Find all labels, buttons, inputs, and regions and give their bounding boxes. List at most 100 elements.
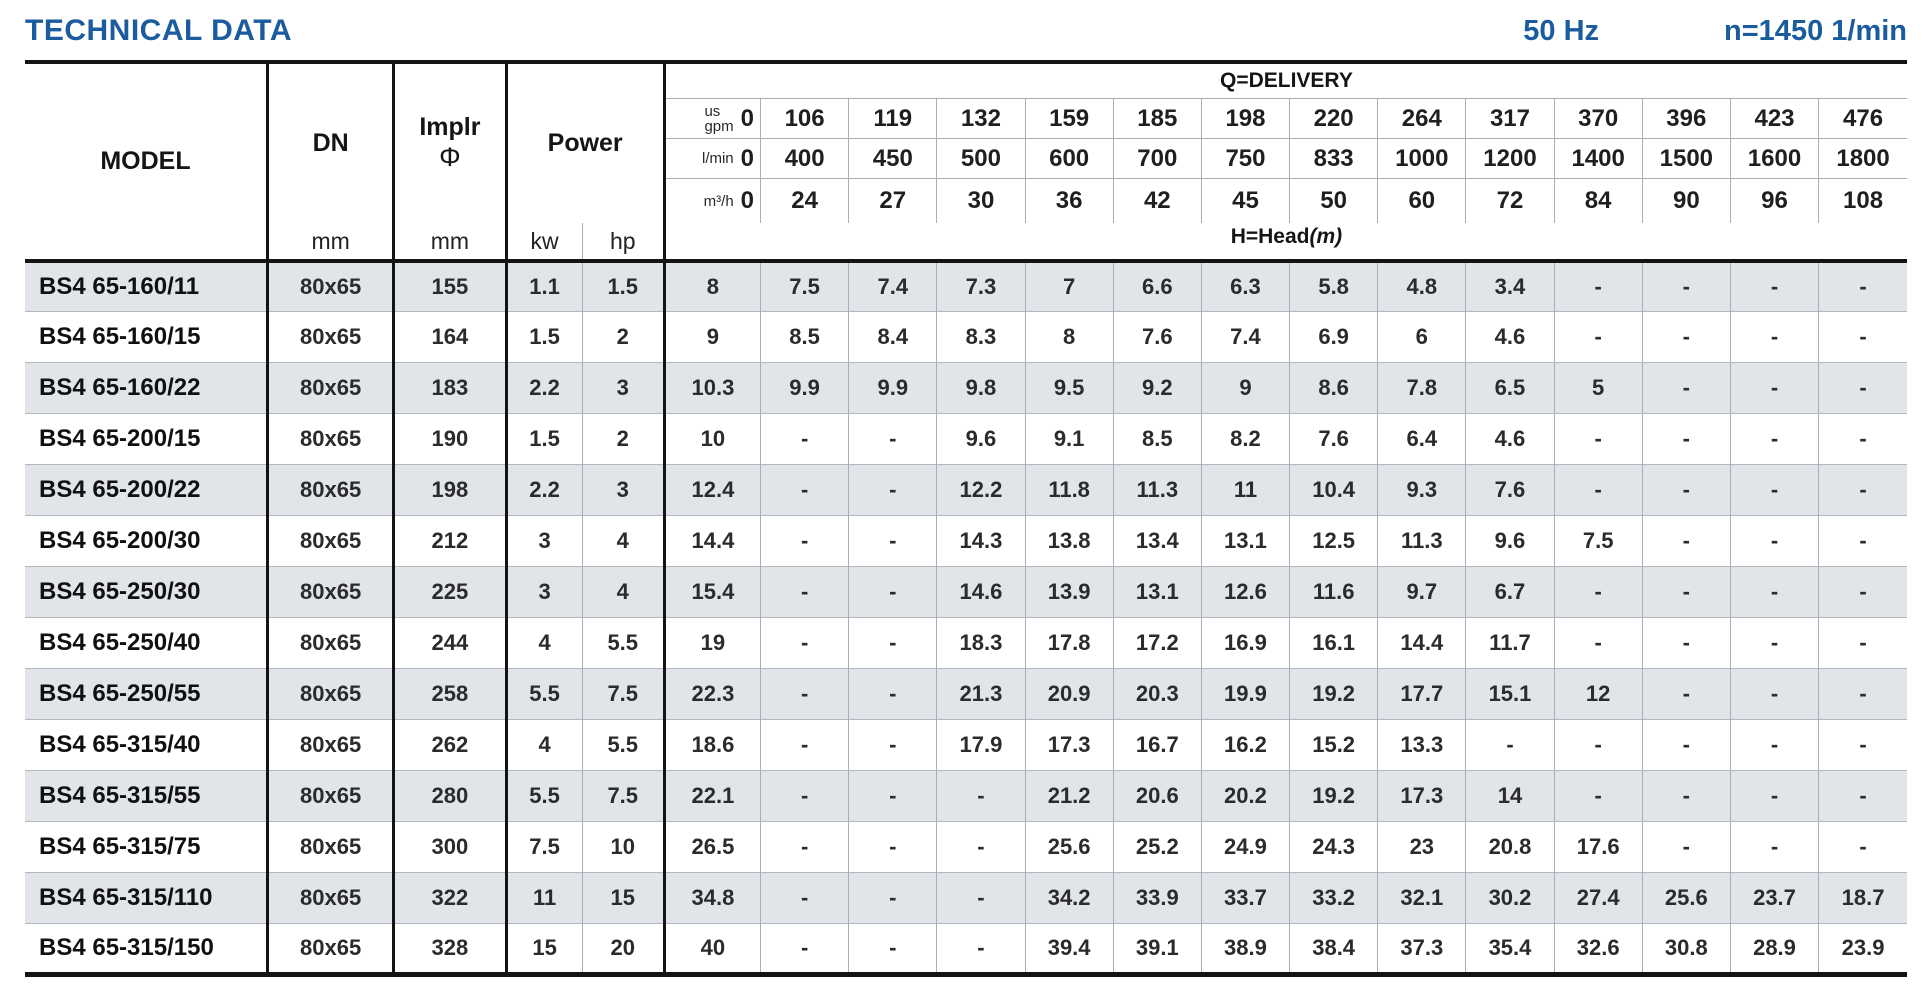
- kw-unit-label: kw: [506, 222, 583, 261]
- head-value-cell: 12.5: [1289, 515, 1378, 567]
- head-value-cell: -: [1818, 719, 1907, 771]
- head-value-cell: -: [936, 872, 1026, 924]
- head-value-cell: 22.1: [662, 770, 761, 822]
- model-cell: BS4 65-315/150: [25, 923, 269, 975]
- implr-label: Implr: [419, 113, 481, 142]
- head-value-cell: 11.8: [1024, 464, 1114, 516]
- head-value-cell: -: [936, 821, 1026, 873]
- flow-value-cell: 476: [1818, 98, 1907, 139]
- head-value-cell: -: [936, 770, 1026, 822]
- flow-value-cell: 1800: [1818, 138, 1907, 179]
- head-value-cell: -: [848, 770, 937, 822]
- model-column-header: MODEL: [25, 62, 269, 261]
- head-value-cell: 8.5: [1112, 413, 1202, 465]
- head-value-cell: 16.2: [1200, 719, 1290, 771]
- head-value-cell: -: [1553, 413, 1643, 465]
- head-value-cell: 6.3: [1200, 260, 1290, 312]
- head-value-cell: 11.3: [1112, 464, 1202, 516]
- head-value-cell: -: [1729, 821, 1819, 873]
- head-value-cell: -: [1818, 260, 1907, 312]
- head-value-cell: 13.4: [1112, 515, 1202, 567]
- head-value-cell: 13.1: [1112, 566, 1202, 618]
- dn-cell: 80x65: [267, 464, 396, 516]
- kw-cell: 5.5: [506, 668, 583, 720]
- implr-cell: 258: [393, 668, 508, 720]
- head-value-cell: -: [848, 668, 937, 720]
- head-value-cell: -: [1818, 821, 1907, 873]
- head-value-cell: 14: [1465, 770, 1555, 822]
- kw-cell: 7.5: [506, 821, 583, 873]
- head-value-cell: -: [1729, 515, 1819, 567]
- table-row: BS4 65-160/11 80x65 155 1.1 1.5 8 7.5 7.4 7.3 7 6.…: [25, 260, 1907, 312]
- head-value-cell: 27.4: [1553, 872, 1643, 924]
- implr-cell: 262: [393, 719, 508, 771]
- hp-cell: 20: [582, 923, 666, 975]
- hp-cell: 4: [582, 515, 666, 567]
- head-value-cell: -: [1553, 260, 1643, 312]
- head-value-cell: -: [1729, 311, 1819, 363]
- implr-cell: 190: [393, 413, 508, 465]
- head-value-cell: -: [1729, 413, 1819, 465]
- flow-value-cell: 132: [936, 98, 1026, 139]
- flow-row-lmin: l/min 0 400 450 500 600 700 750 833 1000 1200 1400 1…: [25, 138, 1907, 179]
- head-value-cell: 20.2: [1200, 770, 1290, 822]
- model-cell: BS4 65-200/15: [25, 413, 269, 465]
- dn-cell: 80x65: [267, 515, 396, 567]
- flow-value-cell: 400: [760, 138, 849, 179]
- flow-value-cell: 119: [848, 98, 937, 139]
- head-value-cell: 24.9: [1200, 821, 1290, 873]
- head-value-cell: 14.6: [936, 566, 1026, 618]
- head-value-cell: 23.7: [1729, 872, 1819, 924]
- head-value-cell: -: [1553, 617, 1643, 669]
- head-value-cell: 17.9: [936, 719, 1026, 771]
- head-value-cell: 6.7: [1465, 566, 1555, 618]
- head-value-cell: 11.3: [1377, 515, 1466, 567]
- table-body: BS4 65-160/11 80x65 155 1.1 1.5 8 7.5 7.4 7.3 7 6.…: [25, 260, 1907, 975]
- head-value-cell: -: [1729, 668, 1819, 720]
- head-value-cell: 15.1: [1465, 668, 1555, 720]
- flow-value-cell: 1500: [1641, 138, 1731, 179]
- head-value-cell: 8.2: [1200, 413, 1290, 465]
- head-value-cell: 17.3: [1024, 719, 1114, 771]
- dn-cell: 80x65: [267, 719, 396, 771]
- kw-cell: 1.5: [506, 413, 583, 465]
- head-value-cell: 7.4: [1200, 311, 1290, 363]
- flow-zero-value: 0: [740, 187, 755, 215]
- head-value-cell: 18.3: [936, 617, 1026, 669]
- head-value-cell: -: [1729, 719, 1819, 771]
- flow-unit-cell: us gpm 0: [662, 98, 761, 139]
- hp-cell: 3: [582, 362, 666, 414]
- head-value-cell: 13.8: [1024, 515, 1114, 567]
- hp-cell: 5.5: [582, 719, 666, 771]
- flow-unit-label: l/min: [701, 150, 734, 168]
- head-value-cell: 12.6: [1200, 566, 1290, 618]
- implr-cell: 244: [393, 617, 508, 669]
- flow-value-cell: 36: [1024, 178, 1114, 223]
- head-value-cell: 17.2: [1112, 617, 1202, 669]
- head-value-cell: -: [1641, 668, 1731, 720]
- head-value-cell: 7.6: [1112, 311, 1202, 363]
- hp-cell: 2: [582, 413, 666, 465]
- flow-value-cell: 264: [1377, 98, 1466, 139]
- head-value-cell: 5.8: [1289, 260, 1378, 312]
- flow-zero-value: 0: [740, 144, 755, 172]
- dn-cell: 80x65: [267, 923, 396, 975]
- title-bar: TECHNICAL DATA 50 Hz n=1450 1/min: [25, 14, 1907, 48]
- head-value-cell: 20.8: [1465, 821, 1555, 873]
- head-value-cell: 12.4: [662, 464, 761, 516]
- flow-value-cell: 500: [936, 138, 1026, 179]
- head-value-cell: 3.4: [1465, 260, 1555, 312]
- model-cell: BS4 65-160/22: [25, 362, 269, 414]
- flow-unit-cell: m³/h 0: [662, 178, 761, 223]
- head-value-cell: 7.8: [1377, 362, 1466, 414]
- head-value-cell: 37.3: [1377, 923, 1466, 975]
- flow-value-cell: 27: [848, 178, 937, 223]
- flow-value-cell: 1200: [1465, 138, 1555, 179]
- head-value-cell: 13.3: [1377, 719, 1466, 771]
- head-value-cell: 30.8: [1641, 923, 1731, 975]
- kw-cell: 2.2: [506, 362, 583, 414]
- head-value-cell: -: [1818, 413, 1907, 465]
- flow-value-cell: 45: [1200, 178, 1290, 223]
- head-value-cell: -: [760, 668, 849, 720]
- head-value-cell: -: [1641, 566, 1731, 618]
